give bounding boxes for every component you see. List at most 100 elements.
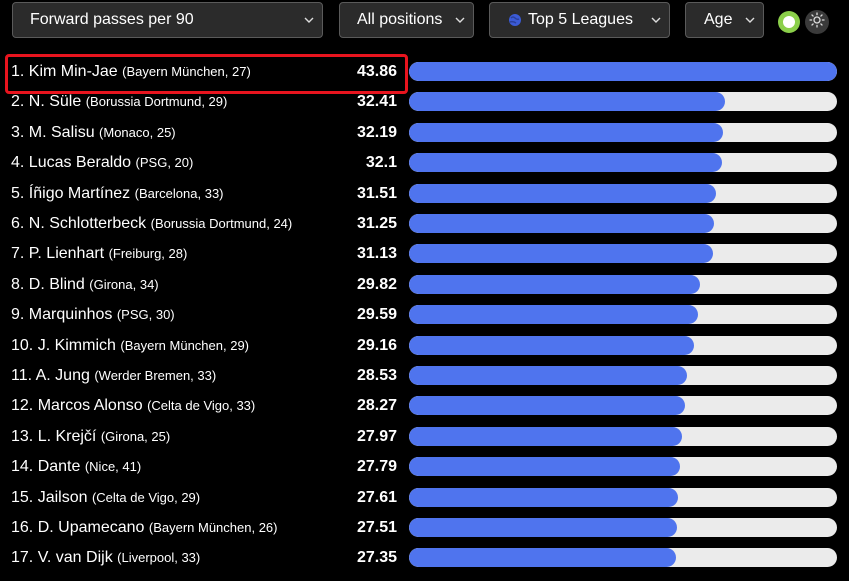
player-label: 3. M. Salisu (Monaco, 25) (11, 121, 176, 145)
player-meta: (Bayern München, 27) (122, 64, 251, 79)
stat-value: 27.35 (356, 549, 397, 567)
table-row[interactable]: 3. M. Salisu (Monaco, 25) 32.19 (0, 118, 849, 148)
player-label: 15. Jailson (Celta de Vigo, 29) (11, 486, 200, 510)
bar-track (409, 62, 837, 81)
league-select-value: Top 5 Leagues (528, 11, 633, 28)
bar-track (409, 153, 837, 173)
player-label: 1. Kim Min-Jae (Bayern München, 27) (11, 60, 251, 84)
bar-fill (409, 457, 681, 477)
table-row[interactable]: 10. J. Kimmich (Bayern München, 29) 29.16 (0, 331, 849, 361)
bar-fill (409, 244, 713, 264)
bar-fill (409, 62, 837, 81)
bar-track (409, 122, 837, 142)
bar-track (409, 518, 837, 537)
bar-fill (409, 214, 714, 233)
player-label: 12. Marcos Alonso (Celta de Vigo, 33) (11, 394, 255, 418)
player-name: 8. D. Blind (11, 275, 85, 293)
table-row[interactable]: 13. L. Krejčí (Girona, 25) 27.97 (0, 422, 849, 452)
table-row[interactable]: 15. Jailson (Celta de Vigo, 29) 27.61 (0, 483, 849, 513)
table-row[interactable]: 14. Dante (Nice, 41) 27.79 (0, 452, 849, 482)
player-name: 13. L. Krejčí (11, 427, 97, 445)
sun-icon (809, 11, 825, 33)
table-row[interactable]: 9. Marquinhos (PSG, 30) 29.59 (0, 300, 849, 330)
player-meta: (Freiburg, 28) (108, 246, 188, 262)
table-row[interactable]: 11. A. Jung (Werder Bremen, 33) 28.53 (0, 361, 849, 391)
chevron-down-icon (455, 17, 465, 23)
stat-value: 27.51 (356, 519, 397, 536)
player-name: 1. Kim Min-Jae (11, 63, 118, 80)
player-label: 9. Marquinhos (PSG, 30) (11, 303, 175, 327)
player-meta: (PSG, 20) (135, 155, 194, 171)
table-row[interactable]: 8. D. Blind (Girona, 34) 29.82 (0, 270, 849, 300)
stat-value: 27.79 (356, 458, 397, 476)
bar-fill (409, 335, 694, 355)
player-meta: (Girona, 25) (100, 428, 171, 444)
table-row[interactable]: 1. Kim Min-Jae (Bayern München, 27) 43.86 (0, 57, 849, 87)
bar-fill (409, 122, 724, 142)
stat-value: 29.82 (356, 275, 397, 293)
table-row[interactable]: 5. Íñigo Martínez (Barcelona, 33) 31.51 (0, 179, 849, 209)
table-row[interactable]: 4. Lucas Beraldo (PSG, 20) 32.1 (0, 148, 849, 178)
player-label: 13. L. Krejčí (Girona, 25) (11, 425, 170, 449)
stat-value: 27.97 (356, 427, 397, 445)
player-meta: (Celta de Vigo, 33) (147, 398, 256, 414)
table-row[interactable]: 2. N. Süle (Borussia Dortmund, 29) 32.41 (0, 87, 849, 117)
stat-value: 29.59 (356, 306, 397, 324)
globe-icon (508, 13, 522, 27)
bar-fill (409, 487, 679, 507)
bar-track (409, 426, 837, 446)
player-name: 14. Dante (11, 458, 81, 476)
toggle-button[interactable] (778, 11, 800, 33)
table-row[interactable]: 12. Marcos Alonso (Celta de Vigo, 33) 28.… (0, 391, 849, 421)
player-name: 5. Íñigo Martínez (11, 184, 131, 202)
stat-value: 31.51 (356, 184, 397, 202)
position-select[interactable]: All positions (339, 2, 474, 38)
player-name: 11. A. Jung (11, 367, 90, 384)
theme-toggle-button[interactable] (805, 10, 829, 34)
player-label: 17. V. van Dijk (Liverpool, 33) (11, 546, 200, 570)
player-meta: (Nice, 41) (84, 459, 142, 475)
table-row[interactable]: 17. V. van Dijk (Liverpool, 33) 27.35 (0, 543, 849, 573)
player-label: 4. Lucas Beraldo (PSG, 20) (11, 151, 193, 175)
bar-track (409, 274, 837, 294)
player-meta: (Borussia Dortmund, 24) (150, 216, 293, 231)
age-select[interactable]: Age (685, 2, 764, 38)
player-label: 6. N. Schlotterbeck (Borussia Dortmund, … (11, 212, 292, 236)
player-meta: (Werder Bremen, 33) (94, 368, 217, 383)
player-meta: (Liverpool, 33) (117, 550, 201, 566)
toggle-knob (783, 16, 795, 28)
player-meta: (PSG, 30) (116, 307, 175, 323)
bar-fill (409, 366, 688, 385)
table-row[interactable]: 7. P. Lienhart (Freiburg, 28) 31.13 (0, 239, 849, 269)
bar-fill (409, 426, 682, 446)
stat-value: 31.25 (356, 215, 397, 232)
stat-value: 28.27 (356, 397, 397, 415)
player-name: 15. Jailson (11, 488, 88, 506)
bar-track (409, 548, 837, 568)
stat-value: 43.86 (356, 63, 397, 80)
bar-track (409, 92, 837, 112)
table-row[interactable]: 6. N. Schlotterbeck (Borussia Dortmund, … (0, 209, 849, 239)
stat-value: 31.13 (356, 245, 397, 263)
bar-fill (409, 518, 678, 537)
bar-fill (409, 305, 698, 325)
player-name: 17. V. van Dijk (11, 549, 113, 567)
age-select-value: Age (704, 11, 733, 28)
bar-fill (409, 548, 676, 568)
player-name: 12. Marcos Alonso (11, 397, 143, 415)
league-select[interactable]: Top 5 Leagues (489, 2, 670, 38)
stat-select[interactable]: Forward passes per 90 (12, 2, 323, 38)
player-label: 7. P. Lienhart (Freiburg, 28) (11, 242, 187, 266)
player-label: 5. Íñigo Martínez (Barcelona, 33) (11, 182, 224, 206)
filter-toolbar: Forward passes per 90 All positions Top … (0, 0, 849, 44)
player-name: 4. Lucas Beraldo (11, 154, 132, 172)
bar-fill (409, 153, 723, 173)
stat-value: 28.53 (356, 367, 397, 384)
player-name: 3. M. Salisu (11, 123, 95, 141)
chevron-down-icon (304, 17, 314, 23)
bar-track (409, 214, 837, 233)
player-label: 16. D. Upamecano (Bayern München, 26) (11, 516, 277, 540)
position-select-value: All positions (357, 11, 443, 28)
player-label: 8. D. Blind (Girona, 34) (11, 273, 159, 297)
table-row[interactable]: 16. D. Upamecano (Bayern München, 26) 27.… (0, 513, 849, 543)
